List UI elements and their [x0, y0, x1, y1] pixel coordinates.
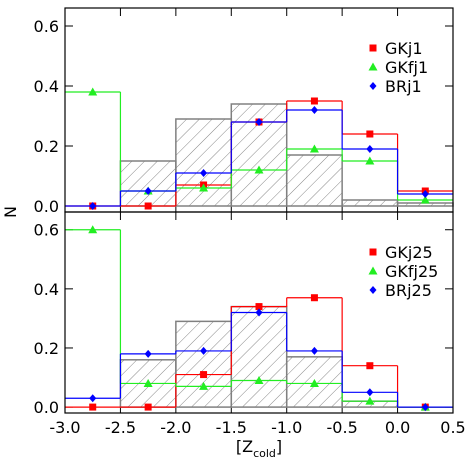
legend-label: BRj25 [385, 281, 432, 300]
legend-label: GKfj1 [385, 58, 428, 77]
legend-marker [369, 248, 377, 256]
marker [255, 118, 263, 126]
y-tick-label: 0.6 [34, 221, 59, 240]
series [65, 308, 453, 412]
marker [89, 394, 97, 403]
marker [88, 225, 98, 234]
marker [420, 195, 430, 204]
x-axis-label-main: [Z [236, 437, 253, 456]
marker [366, 130, 374, 138]
marker [199, 183, 209, 192]
marker [89, 202, 97, 210]
hatched-bar [285, 154, 343, 207]
marker [143, 378, 153, 387]
x-tick-label: -2.0 [160, 418, 191, 437]
marker [200, 371, 208, 379]
x-axis-label: [Zcold] [236, 437, 282, 460]
marker [366, 388, 374, 397]
marker [365, 156, 375, 165]
hatched-bar [230, 305, 288, 408]
marker [254, 165, 264, 174]
marker [365, 396, 375, 405]
x-tick-label: -2.5 [105, 418, 136, 437]
legend-label: GKj1 [385, 39, 423, 58]
marker [144, 187, 152, 195]
marker [88, 87, 98, 96]
hatched-bar [119, 160, 177, 207]
marker [421, 403, 429, 412]
hatched-bar [175, 320, 233, 408]
marker [144, 403, 152, 411]
x-tick-label: -3.0 [49, 418, 80, 437]
legend-marker [369, 44, 377, 52]
marker [310, 97, 318, 105]
x-tick-label: -1.0 [271, 418, 302, 437]
marker [144, 349, 152, 358]
marker [421, 190, 429, 198]
y-tick-label: 0.6 [34, 17, 59, 36]
marker [199, 381, 209, 390]
legend-marker [369, 286, 377, 294]
marker [200, 169, 208, 177]
plot-frame [64, 211, 454, 414]
legend-marker [368, 266, 378, 275]
legend-label: BRj1 [385, 77, 422, 96]
x-tick-label: 0.0 [385, 418, 410, 437]
y-tick-label: 0.2 [34, 137, 59, 156]
marker [310, 294, 318, 302]
hatched-bar [175, 118, 233, 207]
y-tick-label: 0.4 [34, 280, 59, 299]
y-tick-label: 0.0 [34, 398, 59, 417]
marker [254, 375, 264, 384]
marker [144, 202, 152, 210]
marker [310, 346, 318, 355]
y-tick-label: 0.2 [34, 339, 59, 358]
y-tick-label: 0.4 [34, 77, 59, 96]
y-axis-label: N [1, 206, 20, 218]
marker [366, 145, 374, 153]
hatched-bar [341, 199, 399, 207]
y-tick-label: 0.0 [34, 197, 59, 216]
x-tick-label: 0.5 [440, 418, 465, 437]
marker [310, 106, 318, 114]
legend-marker [368, 62, 378, 71]
marker [255, 308, 263, 317]
x-axis-label-sub: cold [253, 447, 276, 460]
marker [200, 346, 208, 355]
x-tick-label: -1.5 [216, 418, 247, 437]
legend-label: GKj25 [385, 243, 433, 262]
marker [309, 378, 319, 387]
legend-marker [369, 82, 377, 90]
marker [255, 303, 263, 311]
marker [309, 144, 319, 153]
x-axis-label-end: ] [276, 437, 282, 456]
legend-label: GKfj25 [385, 262, 438, 281]
x-tick-label: -0.5 [327, 418, 358, 437]
marker [366, 362, 374, 370]
series [65, 106, 453, 210]
marker [89, 403, 97, 411]
